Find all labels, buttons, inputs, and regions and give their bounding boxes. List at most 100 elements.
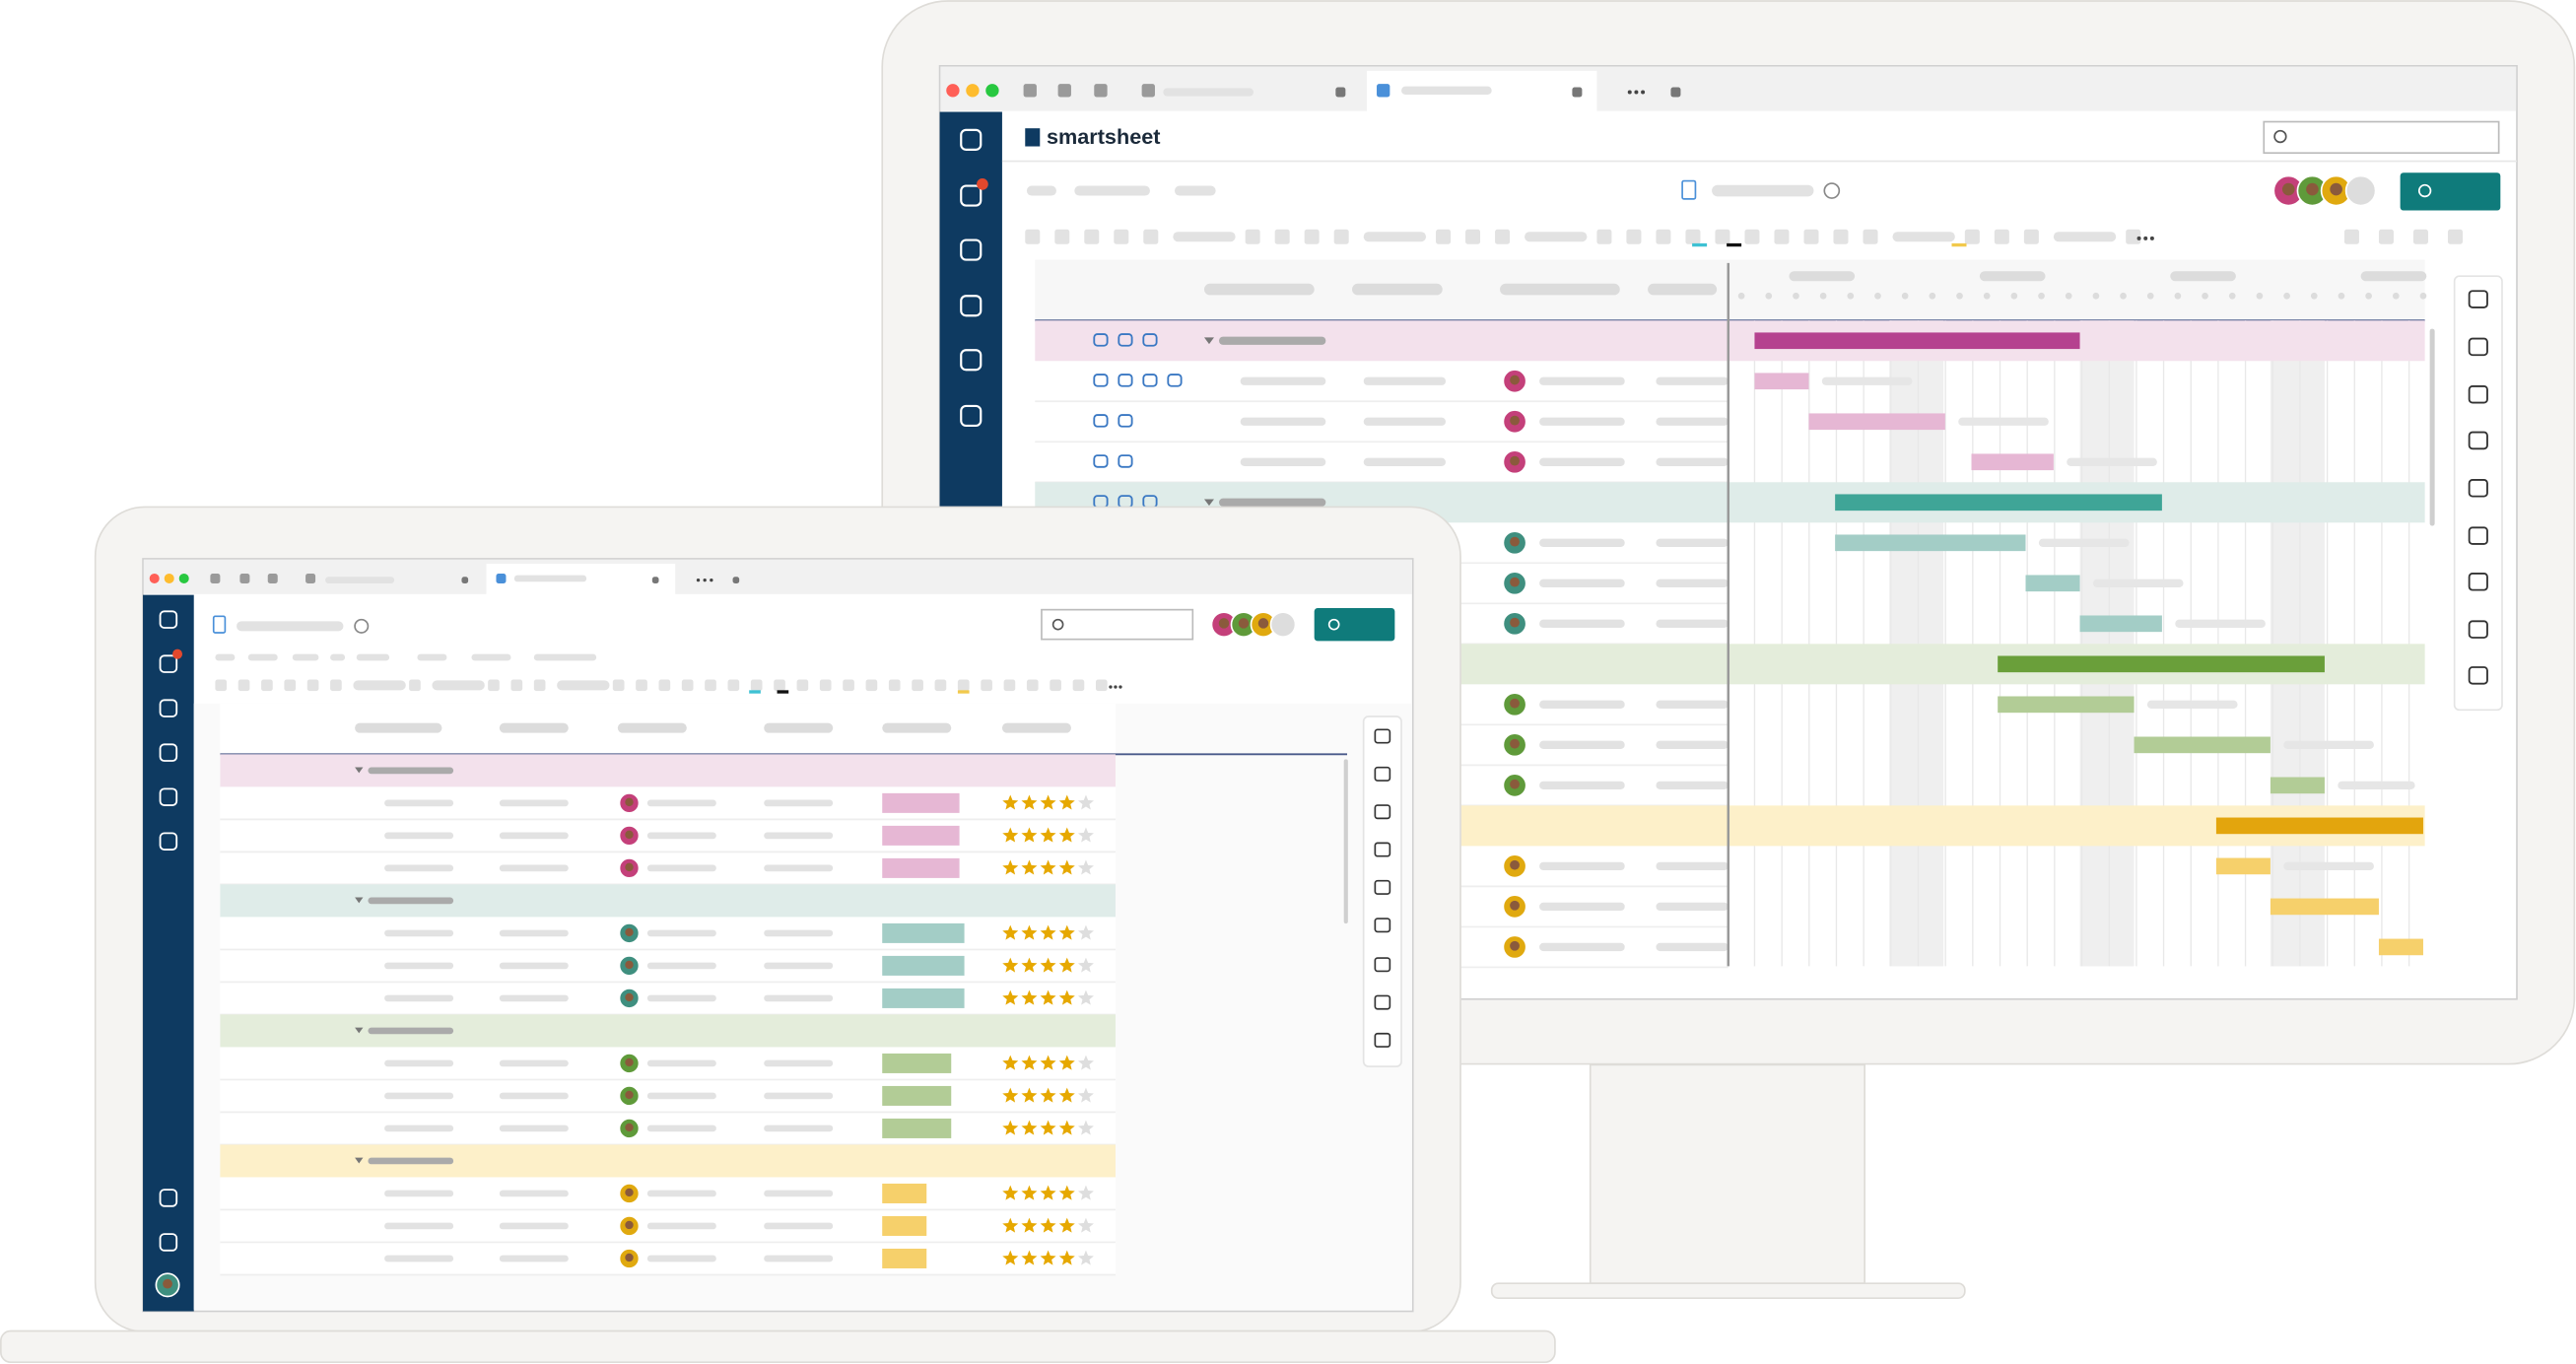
gantt-bar[interactable] — [1754, 373, 1809, 390]
gantt-bar[interactable] — [2378, 938, 2423, 956]
sidebar-icon[interactable] — [960, 128, 983, 151]
toolbar-icon[interactable] — [2412, 229, 2428, 244]
sidebar-icon[interactable] — [159, 699, 178, 717]
toolbar-icon[interactable] — [261, 679, 273, 692]
panel-icon[interactable] — [2468, 573, 2488, 591]
toolbar-icon[interactable] — [215, 679, 228, 692]
sidebar-icon[interactable] — [960, 184, 983, 207]
sidebar-icon[interactable] — [159, 1189, 178, 1207]
toolbar-icon[interactable] — [2378, 229, 2394, 244]
share-button[interactable] — [1314, 607, 1395, 642]
toolbar-icon[interactable] — [750, 679, 763, 692]
collapse-arrow[interactable] — [355, 897, 364, 904]
panel-icon[interactable] — [2468, 666, 2488, 685]
favorite-star[interactable] — [1823, 182, 1841, 199]
window-dot[interactable] — [149, 573, 160, 583]
row-icon[interactable] — [1142, 333, 1158, 347]
panel-icon[interactable] — [1374, 1032, 1391, 1048]
gantt-bar[interactable] — [1971, 453, 2054, 471]
gantt-bar[interactable] — [1808, 413, 1945, 431]
toolbar-icon[interactable] — [819, 679, 832, 692]
toolbar-icon[interactable] — [2126, 229, 2141, 244]
toolbar-icon[interactable] — [210, 573, 221, 583]
toolbar-icon[interactable] — [1833, 229, 1849, 244]
toolbar-icon[interactable] — [1656, 229, 1671, 244]
toolbar-icon[interactable] — [1026, 679, 1039, 692]
panel-icon[interactable] — [2468, 479, 2488, 498]
toolbar-icon[interactable] — [1377, 84, 1390, 98]
row-icon[interactable] — [1118, 414, 1133, 428]
toolbar-icon[interactable] — [2343, 229, 2359, 244]
gantt-bar[interactable] — [2025, 575, 2080, 592]
gantt-bar[interactable] — [2270, 777, 2325, 794]
toolbar-icon[interactable] — [1744, 229, 1760, 244]
toolbar-icon[interactable] — [1333, 229, 1349, 244]
sidebar-icon[interactable] — [960, 239, 983, 261]
panel-icon[interactable] — [2468, 337, 2488, 357]
toolbar-icon[interactable] — [239, 573, 250, 583]
toolbar-icon[interactable] — [843, 679, 854, 692]
gantt-bar[interactable] — [1998, 696, 2135, 714]
toolbar-icon[interactable] — [1465, 229, 1481, 244]
toolbar-icon[interactable] — [705, 679, 716, 692]
toolbar-icon[interactable] — [1143, 229, 1159, 244]
row-icon[interactable] — [1093, 374, 1109, 387]
toolbar-icon[interactable] — [1670, 87, 1681, 98]
row-icon[interactable] — [1142, 374, 1158, 387]
toolbar-icon[interactable] — [1596, 229, 1612, 244]
panel-icon[interactable] — [1374, 728, 1391, 744]
toolbar-icon[interactable] — [330, 679, 342, 692]
gantt-bar[interactable] — [2134, 736, 2271, 754]
collapse-arrow[interactable] — [355, 767, 364, 774]
toolbar-icon[interactable] — [1054, 229, 1070, 244]
window-dot[interactable] — [178, 573, 189, 583]
sidebar-icon[interactable] — [960, 404, 983, 428]
toolbar-icon[interactable] — [267, 573, 278, 583]
toolbar-icon[interactable] — [1994, 229, 2009, 244]
toolbar-icon[interactable] — [409, 679, 421, 692]
row-icon[interactable] — [1118, 454, 1133, 468]
add-collaborator[interactable] — [2344, 174, 2377, 207]
panel-icon[interactable] — [1374, 879, 1391, 895]
collapse-arrow[interactable] — [355, 1027, 364, 1034]
sidebar-icon[interactable] — [159, 654, 178, 673]
panel-icon[interactable] — [1374, 957, 1391, 973]
toolbar-icon[interactable] — [305, 573, 316, 583]
panel-icon[interactable] — [2468, 385, 2488, 404]
gantt-bar[interactable] — [2215, 817, 2423, 835]
toolbar-icon[interactable] — [1715, 229, 1730, 244]
toolbar-icon[interactable] — [1685, 229, 1701, 244]
toolbar-icon[interactable] — [1084, 229, 1100, 244]
toolbar-icon[interactable] — [1495, 229, 1511, 244]
panel-icon[interactable] — [2468, 290, 2488, 308]
toolbar-icon[interactable] — [732, 577, 740, 583]
toolbar-icon[interactable] — [1094, 84, 1108, 98]
panel-icon[interactable] — [1374, 842, 1391, 857]
gantt-bar[interactable] — [1835, 534, 2026, 552]
toolbar-icon[interactable] — [912, 679, 923, 692]
panel-icon[interactable] — [1374, 766, 1391, 782]
toolbar-icon[interactable] — [651, 577, 659, 583]
toolbar-icon[interactable] — [306, 679, 319, 692]
toolbar-icon[interactable] — [1803, 229, 1819, 244]
toolbar-icon[interactable] — [1304, 229, 1320, 244]
toolbar-icon[interactable] — [981, 679, 992, 692]
toolbar-icon[interactable] — [1057, 84, 1071, 98]
sidebar-icon[interactable] — [159, 832, 178, 851]
toolbar-icon[interactable] — [1025, 229, 1041, 244]
toolbar-icon[interactable] — [636, 679, 647, 692]
toolbar-icon[interactable] — [1023, 84, 1037, 98]
window-dot[interactable] — [985, 84, 999, 98]
toolbar-icon[interactable] — [1436, 229, 1452, 244]
toolbar-icon[interactable] — [796, 679, 809, 692]
search-box[interactable] — [2263, 120, 2500, 155]
sidebar-icon[interactable] — [960, 295, 983, 317]
toolbar-icon[interactable] — [284, 679, 297, 692]
search-box[interactable] — [1041, 608, 1194, 641]
toolbar-icon[interactable] — [957, 679, 970, 692]
toolbar-icon[interactable] — [533, 679, 546, 692]
toolbar-icon[interactable] — [658, 679, 671, 692]
window-dot[interactable] — [966, 84, 980, 98]
toolbar-icon[interactable] — [681, 679, 694, 692]
toolbar-icon[interactable] — [461, 577, 469, 583]
